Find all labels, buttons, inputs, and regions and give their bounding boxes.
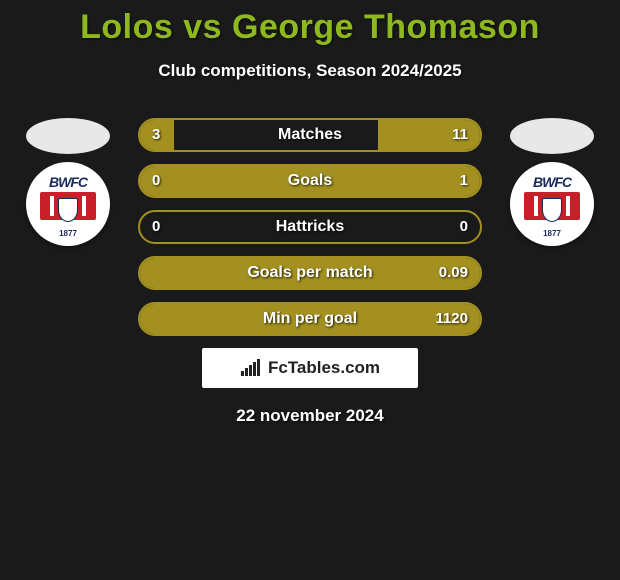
stat-row: 0 Goals 1 [138, 164, 482, 198]
stat-label: Min per goal [140, 304, 480, 334]
stat-row: 3 Matches 11 [138, 118, 482, 152]
date-line: 22 november 2024 [0, 406, 620, 426]
stat-value-right: 0 [460, 212, 468, 242]
stat-label: Hattricks [140, 212, 480, 242]
stat-label: Goals [140, 166, 480, 196]
stat-value-right: 1120 [435, 304, 468, 334]
stat-label: Matches [140, 120, 480, 150]
attribution-badge: FcTables.com [202, 348, 418, 388]
stat-row: Min per goal 1120 [138, 302, 482, 336]
stat-value-right: 11 [452, 120, 468, 150]
stat-row: Goals per match 0.09 [138, 256, 482, 290]
stat-label: Goals per match [140, 258, 480, 288]
stats-list: 3 Matches 11 0 Goals 1 0 Hattricks 0 Goa… [0, 118, 620, 426]
comparison-card: Lolos vs George Thomason Club competitio… [0, 0, 620, 440]
subtitle: Club competitions, Season 2024/2025 [0, 61, 620, 81]
stat-value-right: 0.09 [439, 258, 468, 288]
bar-chart-icon [240, 359, 262, 377]
page-title: Lolos vs George Thomason [0, 0, 620, 47]
stat-row: 0 Hattricks 0 [138, 210, 482, 244]
attribution-text: FcTables.com [268, 358, 380, 378]
stat-value-right: 1 [460, 166, 468, 196]
